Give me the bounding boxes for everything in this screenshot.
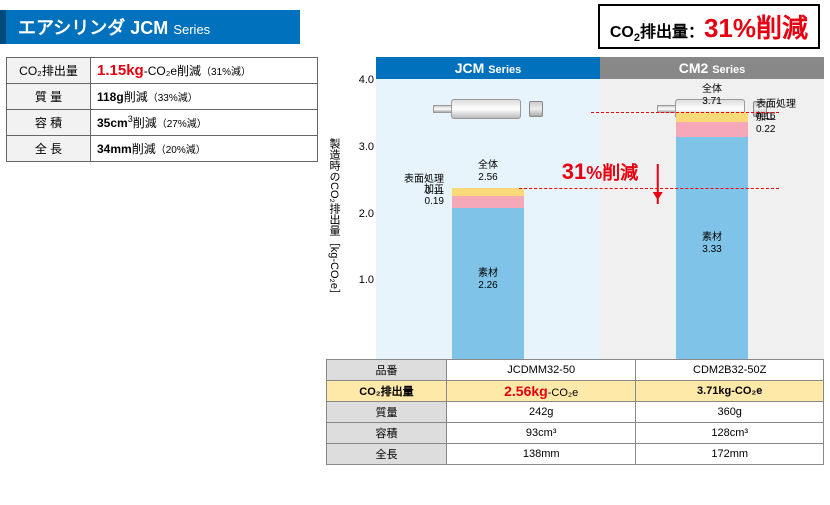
cm2-column: 全体3.71素材3.33加工0.22表面処理0.16 [600, 79, 824, 359]
segment-label: 素材3.33 [702, 232, 722, 256]
bt-jcm: 242g [447, 402, 636, 423]
segment-label: 表面処理0.11 [404, 174, 444, 198]
title-main: JCM [130, 18, 168, 38]
badge-value: 31 [704, 13, 733, 43]
title-suffix: Series [173, 22, 210, 37]
bt-label: 全長 [327, 444, 447, 465]
bt-label: CO₂排出量 [327, 381, 447, 402]
jcm-header-text: JCM [455, 60, 485, 76]
co2-badge: CO2排出量：31%削減 [598, 4, 820, 49]
bt-cm2: 360g [636, 402, 824, 423]
spec-table: CO₂排出量1.15kg-CO₂e削減（31%減）質 量118g削減（33%減）… [6, 57, 318, 162]
spec-value: 1.15kg-CO₂e削減（31%減） [91, 58, 318, 84]
spec-value: 35cm3削減（27%減） [91, 110, 318, 136]
header: エアシリンダ JCM Series CO2排出量：31%削減 [0, 0, 830, 57]
jcm-header: JCM Series [376, 57, 600, 79]
bt-cm2: 3.71kg-CO₂e [636, 381, 824, 402]
main: CO₂排出量1.15kg-CO₂e削減（31%減）質 量118g削減（33%減）… [0, 57, 830, 465]
reduction-value: 31 [562, 159, 586, 184]
bt-label: 品番 [327, 360, 447, 381]
bt-label: 質量 [327, 402, 447, 423]
title-bar: エアシリンダ JCM Series [0, 10, 300, 44]
y-ticks: 1.02.03.04.0 [358, 79, 376, 359]
spec-value: 118g削減（33%減） [91, 84, 318, 110]
bar-segment [452, 196, 524, 209]
bt-label: 容積 [327, 423, 447, 444]
spec-label: CO₂排出量 [7, 58, 91, 84]
bt-jcm: 138mm [447, 444, 636, 465]
bt-jcm: 93cm³ [447, 423, 636, 444]
spec-label: 質 量 [7, 84, 91, 110]
arrow-down-icon [656, 164, 658, 204]
bar-segment [676, 112, 748, 123]
right-panel: JCM Series CM2 Series 製造時のCO₂排出量［kg-CO₂e… [326, 57, 824, 465]
spec-label: 容 積 [7, 110, 91, 136]
spec-label: 全 長 [7, 136, 91, 162]
cm2-header: CM2 Series [600, 57, 824, 79]
badge-label2: 排出量： [640, 24, 704, 41]
bt-jcm: 2.56kg-CO₂e [447, 381, 636, 402]
chart-area: 全体2.56素材2.26加工0.19表面処理0.11 全体3.71素材3.33加… [376, 79, 824, 359]
cm2-header-suffix: Series [712, 64, 745, 76]
badge-co: CO [610, 24, 634, 41]
y-axis-label: 製造時のCO₂排出量［kg-CO₂e］ [326, 119, 342, 319]
bar-segment [452, 188, 524, 195]
ytick: 4.0 [359, 74, 374, 86]
total-label: 全体3.71 [702, 84, 722, 108]
total-label: 全体2.56 [478, 160, 498, 184]
spec-value: 34mm削減（20%減） [91, 136, 318, 162]
title-prefix: エアシリンダ [18, 18, 125, 38]
ytick: 1.0 [359, 274, 374, 286]
bt-cm2: 128cm³ [636, 423, 824, 444]
reduction-label: 31%削減 [562, 159, 639, 185]
jcm-column: 全体2.56素材2.26加工0.19表面処理0.11 [376, 79, 600, 359]
cm2-header-text: CM2 [679, 60, 709, 76]
jcm-header-suffix: Series [488, 64, 521, 76]
dash-line-bot [519, 188, 779, 189]
ytick: 2.0 [359, 208, 374, 220]
comparison-table: 品番JCDMM32-50CDM2B32-50Z CO₂排出量2.56kg-CO₂e… [326, 359, 824, 465]
bt-jcm: JCDMM32-50 [447, 360, 636, 381]
bt-cm2: 172mm [636, 444, 824, 465]
left-panel: CO₂排出量1.15kg-CO₂e削減（31%減）質 量118g削減（33%減）… [6, 57, 318, 465]
bt-cm2: CDM2B32-50Z [636, 360, 824, 381]
bar-segment [676, 122, 748, 137]
cylinder-icon-jcm [433, 87, 543, 131]
ytick: 3.0 [359, 141, 374, 153]
reduction-text: %削減 [586, 163, 638, 183]
badge-unit: %削減 [733, 13, 808, 43]
series-headers: JCM Series CM2 Series [376, 57, 824, 79]
segment-label: 素材2.26 [478, 268, 498, 292]
dash-line-top [591, 112, 779, 113]
